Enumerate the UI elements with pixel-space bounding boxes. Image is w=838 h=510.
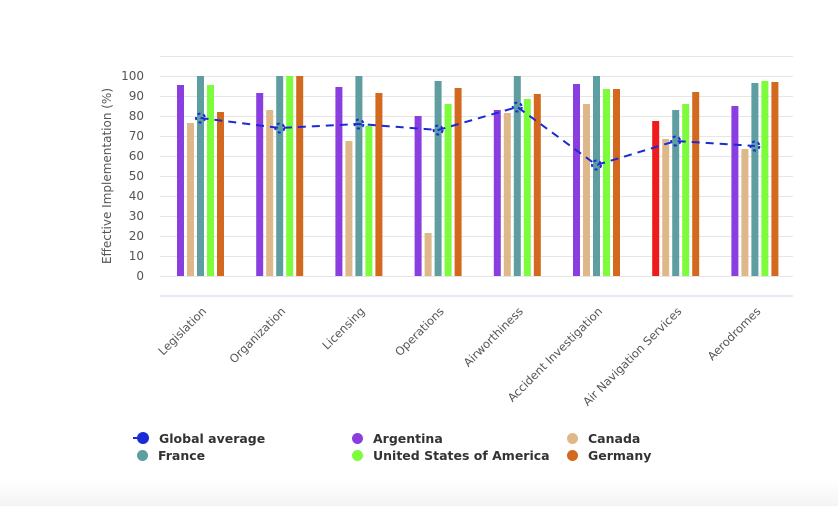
legend-label: United States of America [373, 447, 550, 463]
bar-canada-air-navigation-services[interactable]: Canada — Air Navigation Services: 68.5 [662, 139, 670, 276]
legend-item-global-average[interactable]: Global average [133, 430, 349, 446]
global-average-point[interactable]: Global average — Organization: 74 [274, 122, 286, 134]
legend-circle-icon [137, 449, 148, 461]
global-average-line: Global average — Legislation: 79 Global a… [195, 101, 761, 171]
bar-canada-licensing[interactable]: Canada — Licensing: 67.5 [345, 141, 353, 276]
bar-france-organization[interactable]: France — Organization: 100 [276, 76, 284, 276]
chart-legend: Global average Argentina Canada France Unite… [133, 430, 694, 463]
x-tick-label: Airworthiness [461, 304, 526, 369]
y-tick-label: 100 [121, 69, 144, 83]
bar-germany-air-navigation-services[interactable]: Germany — Air Navigation Services: 92 [692, 92, 700, 276]
legend-circle-icon [567, 432, 578, 444]
bar-france-accident-investigation[interactable]: France — Accident Investigation: 100 [593, 76, 600, 276]
bar-argentina-aerodromes[interactable]: Argentina — Aerodromes: 85 [731, 106, 739, 276]
bar-united-states-of-america-organization[interactable]: United States of America — Organization:… [286, 76, 294, 276]
bar-germany-organization[interactable]: Germany — Organization: 100 [296, 76, 304, 276]
y-tick-label: 10 [129, 249, 144, 263]
y-tick-label: 30 [129, 209, 144, 223]
x-tick-label: Operations [392, 304, 447, 359]
legend-label: Germany [588, 447, 652, 463]
legend-label: Canada [588, 430, 641, 446]
x-axis-labels: Legislation Organization Licensing Operatio… [155, 304, 763, 408]
legend-label: Global average [159, 430, 266, 446]
bar-germany-legislation[interactable]: Germany — Legislation: 82 [217, 112, 224, 276]
bar-united-states-of-america-aerodromes[interactable]: United States of America — Aerodromes: 9… [761, 81, 769, 276]
y-axis-ticks: 0 10 20 30 40 50 60 70 80 90 100 [121, 69, 144, 283]
global-average-point[interactable]: Global average — Accident Investigation:… [591, 159, 602, 171]
legend-circle-icon [352, 449, 363, 461]
bar-canada-aerodromes[interactable]: Canada — Aerodromes: 63.5 [741, 149, 749, 276]
global-average-point[interactable]: Global average — Licensing: 76 [353, 118, 365, 130]
bar-argentina-licensing[interactable]: Argentina — Licensing: 94.5 [335, 87, 343, 276]
bar-canada-organization[interactable]: Canada — Organization: 83 [266, 110, 274, 276]
y-tick-label: 70 [129, 129, 144, 143]
y-tick-label: 40 [129, 189, 144, 203]
bar-canada-legislation[interactable]: Canada — Legislation: 76.5 [187, 123, 194, 276]
legend-item-argentina[interactable]: Argentina [349, 430, 564, 446]
x-tick-label: Legislation [155, 304, 209, 358]
bar-argentina-legislation[interactable]: Argentina — Legislation: 95.5 [177, 85, 184, 276]
legend-label: France [158, 447, 206, 463]
bar-france-operations[interactable]: France — Operations: 97.5 [434, 81, 442, 276]
global-average-point[interactable]: Global average — Operations: 73 [432, 124, 444, 136]
bar-france-legislation[interactable]: France — Legislation: 100 [197, 76, 204, 276]
bar-argentina-organization[interactable]: Argentina — Organization: 91.5 [256, 93, 264, 276]
bar-canada-operations[interactable]: Canada — Operations: 21.5 [424, 233, 432, 276]
legend-item-canada[interactable]: Canada [564, 430, 694, 446]
global-average-point[interactable]: Global average — Legislation: 79 [195, 112, 206, 124]
bar-argentina-accident-investigation[interactable]: Argentina — Accident Investigation: 96 [573, 84, 580, 276]
bar-germany-licensing[interactable]: Germany — Licensing: 91.5 [375, 93, 383, 276]
bar-france-air-navigation-services[interactable]: France — Air Navigation Services: 83 [672, 110, 680, 276]
bar-germany-airworthiness[interactable]: Germany — Airworthiness: 91 [533, 94, 541, 276]
y-tick-label: 80 [129, 109, 144, 123]
bar-canada-accident-investigation[interactable]: Canada — Accident Investigation: 86 [583, 104, 590, 276]
global-average-point[interactable]: Global average — Airworthiness: 84.5 [511, 101, 523, 113]
legend-circle-icon [352, 432, 363, 444]
y-tick-label: 50 [129, 169, 144, 183]
page-footer-band [0, 480, 838, 506]
bar-united-states-of-america-air-navigation-services[interactable]: United States of America — Air Navigatio… [682, 104, 690, 276]
y-tick-label: 20 [129, 229, 144, 243]
bars: Argentina — Legislation: 95.5Canada — Le… [177, 76, 779, 276]
legend-circle-icon [567, 449, 578, 461]
bar-canada-airworthiness[interactable]: Canada — Airworthiness: 81.5 [503, 113, 511, 276]
legend-label: Argentina [373, 430, 443, 446]
bar-united-states-of-america-legislation[interactable]: United States of America — Legislation: … [207, 85, 214, 276]
global-average-point[interactable]: Global average — Air Navigation Services… [670, 135, 682, 147]
bar-united-states-of-america-licensing[interactable]: United States of America — Licensing: 75 [365, 126, 373, 276]
x-tick-label: Licensing [319, 304, 367, 352]
bar-united-states-of-america-operations[interactable]: United States of America — Operations: 8… [444, 104, 452, 276]
bar-france-aerodromes[interactable]: France — Aerodromes: 96.5 [751, 83, 759, 276]
bar-germany-operations[interactable]: Germany — Operations: 94 [454, 88, 462, 276]
y-tick-label: 90 [129, 89, 144, 103]
bar-argentina-airworthiness[interactable]: Argentina — Airworthiness: 83 [493, 110, 501, 276]
bar-argentina-air-navigation-services[interactable]: Argentina — Air Navigation Services: 77.… [652, 121, 660, 276]
global-average-point[interactable]: Global average — Aerodromes: 65 [749, 140, 761, 152]
legend-item-france[interactable]: France [134, 447, 349, 463]
bar-france-airworthiness[interactable]: France — Airworthiness: 100 [513, 76, 521, 276]
x-tick-label: Organization [226, 304, 288, 366]
legend-item-germany[interactable]: Germany [564, 447, 694, 463]
bar-argentina-operations[interactable]: Argentina — Operations: 80 [414, 116, 422, 276]
gridlines [160, 56, 793, 277]
legend-line-marker-icon [133, 432, 149, 444]
x-tick-label: Aerodromes [705, 304, 764, 363]
bar-germany-accident-investigation[interactable]: Germany — Accident Investigation: 93.5 [613, 89, 620, 276]
bar-united-states-of-america-accident-investigation[interactable]: United States of America — Accident Inve… [603, 89, 610, 276]
legend-item-united-states-of-america[interactable]: United States of America [349, 447, 564, 463]
bar-france-licensing[interactable]: France — Licensing: 100 [355, 76, 363, 276]
bar-germany-aerodromes[interactable]: Germany — Aerodromes: 97 [771, 82, 779, 276]
y-axis-title: Effective Implementation (%) [100, 88, 114, 264]
y-tick-label: 0 [136, 269, 144, 283]
bar-united-states-of-america-airworthiness[interactable]: United States of America — Airworthiness… [523, 99, 531, 276]
y-tick-label: 60 [129, 149, 144, 163]
